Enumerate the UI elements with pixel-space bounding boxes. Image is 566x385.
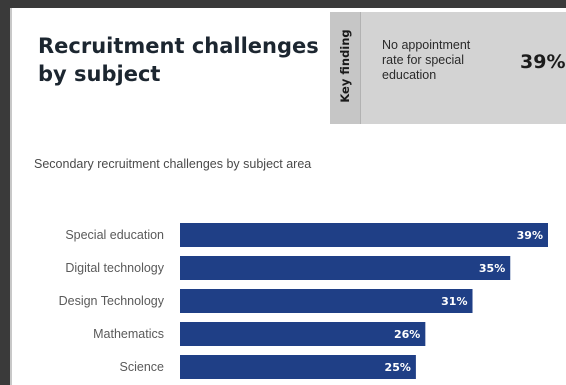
bar [180,322,426,346]
key-finding-value: 39% [520,51,566,73]
category-label: Digital technology [65,261,164,275]
bar [180,223,548,247]
bar-chart: Special education 39% Digital technology 35… [59,223,548,379]
category-label: Special education [65,228,164,242]
bar-value-label: 31% [441,295,467,308]
chart-card: Recruitment challenges by subject Key fi… [10,8,566,385]
bar [180,355,416,379]
key-finding-strip: Key finding [330,12,361,124]
key-finding-label: Key finding [338,29,352,103]
bar-value-label: 26% [394,328,420,341]
key-finding-panel: Key finding No appointment rate for spec… [330,12,566,124]
category-label: Science [120,360,165,374]
bar-value-label: 25% [385,361,411,374]
bar-value-label: 39% [517,229,543,242]
category-label: Mathematics [93,327,164,341]
bar [180,289,473,313]
chart-subtitle: Secondary recruitment challenges by subj… [34,157,312,171]
bar [180,256,511,280]
key-finding-text: No appointment rate for special educatio… [382,38,471,82]
chart-title: Recruitment challenges by subject [38,34,319,86]
bar-value-label: 35% [479,262,505,275]
category-label: Design Technology [59,294,165,308]
